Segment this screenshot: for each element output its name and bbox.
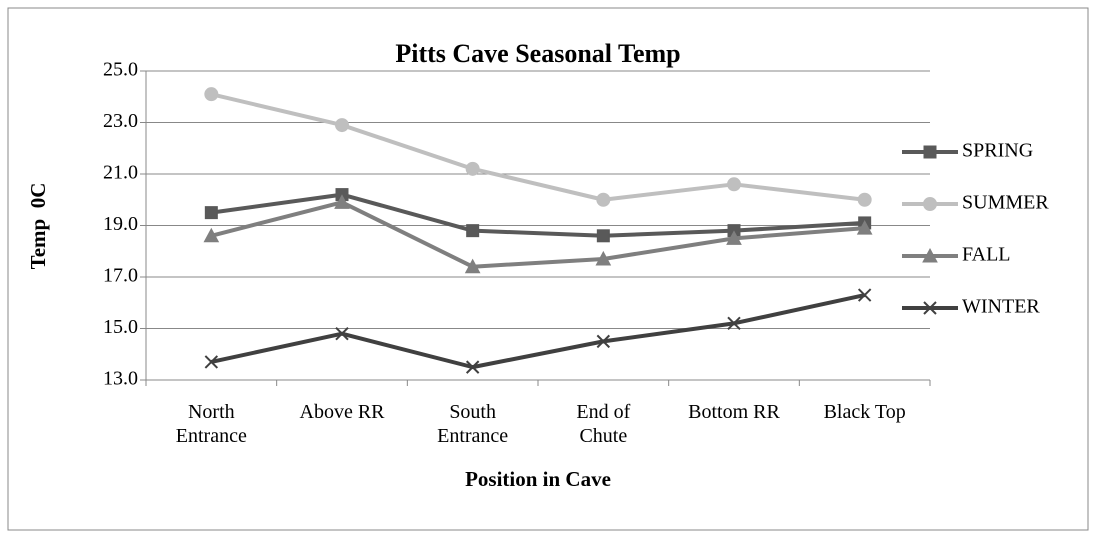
data-point — [204, 355, 219, 369]
legend-marker — [922, 247, 938, 263]
x-tick-label: Above RR — [299, 401, 385, 423]
y-axis-title: Temp 0C — [26, 183, 50, 270]
data-point — [857, 192, 872, 207]
legend-marker — [923, 197, 937, 211]
y-tick-label: 13.0 — [103, 368, 138, 390]
data-point — [465, 161, 480, 176]
chart-title: Pitts Cave Seasonal Temp — [395, 39, 680, 68]
data-point — [334, 194, 350, 209]
data-point — [727, 316, 741, 331]
series-line — [211, 192, 865, 238]
data-point — [204, 206, 218, 220]
x-tick-label: North Entrance — [175, 401, 247, 447]
legend-label: SPRING — [962, 140, 1033, 162]
legend-marker — [923, 145, 937, 159]
data-point — [203, 227, 220, 243]
series-line — [210, 200, 865, 269]
data-point — [727, 177, 741, 192]
series-line — [210, 92, 865, 202]
data-point — [856, 220, 873, 235]
legend-label: SUMMER — [962, 192, 1049, 214]
data-point — [596, 192, 611, 207]
data-point — [204, 87, 219, 102]
x-tick-label: Black Top — [823, 401, 906, 423]
y-tick-label: 15.0 — [103, 316, 138, 338]
data-point — [726, 230, 742, 245]
x-tick-label: South Entrance — [437, 401, 509, 447]
x-axis-title: Position in Cave — [465, 467, 611, 491]
x-tick-label: End of Chute — [576, 401, 631, 447]
y-tick-label: 21.0 — [103, 162, 138, 184]
chart-border — [7, 7, 1089, 531]
data-point — [466, 224, 480, 238]
x-tick-label: Bottom RR — [688, 401, 780, 423]
data-point — [464, 258, 481, 274]
data-point — [335, 326, 349, 341]
y-tick-label: 25.0 — [103, 59, 138, 81]
data-point — [596, 229, 610, 243]
data-point — [857, 288, 872, 302]
data-point — [596, 334, 611, 349]
legend-label: FALL — [962, 244, 1011, 266]
legend-marker — [923, 301, 937, 315]
y-tick-label: 23.0 — [103, 110, 138, 132]
data-point — [595, 250, 612, 266]
legend-label: WINTER — [962, 296, 1040, 318]
y-tick-label: 17.0 — [103, 265, 138, 287]
series-line — [210, 293, 866, 370]
data-point — [335, 118, 349, 133]
y-tick-label: 19.0 — [103, 213, 138, 235]
data-point — [465, 360, 480, 374]
